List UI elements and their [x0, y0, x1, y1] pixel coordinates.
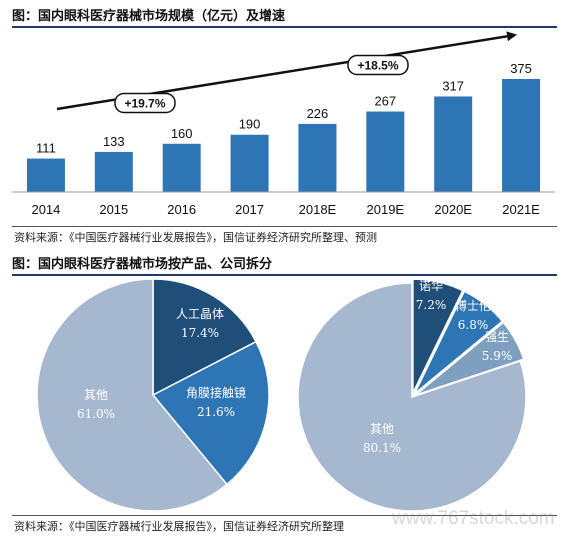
figure2-title: 图：国内眼科医疗器械市场按产品、公司拆分: [12, 257, 273, 272]
pie-slice-label: 强生: [485, 330, 509, 344]
pie-chart-products: 人工晶体 17.4% 角膜接触镜 21.6% 其他 61.0%: [36, 278, 270, 512]
figure1-source: 资料来源：《中国医疗器械行业发展报告》，国信证券经济研究所整理、预测: [14, 231, 377, 244]
bar-value-label: 160: [171, 126, 193, 141]
x-tick-label: 2020E: [434, 202, 472, 217]
figure1-bottom-rule: [12, 226, 557, 227]
pie-slice-1: [412, 278, 464, 394]
bar-value-label: 111: [36, 141, 56, 156]
pie-slice-1: [152, 278, 258, 397]
pie-slice-label: 其他: [84, 388, 108, 402]
pie-slice-percent: 7.2%: [416, 298, 447, 312]
bar-value-label: 190: [239, 117, 261, 132]
x-tick-label: 2014: [31, 202, 60, 217]
bar-value-label: 375: [510, 61, 532, 76]
figure1-title: 图：国内眼科医疗器械市场规模（亿元）及增速: [12, 9, 286, 24]
pie-slice-label: 人工晶体: [176, 307, 224, 321]
pie-slice-percent: 21.6%: [197, 405, 235, 419]
pie-slice-percent: 61.0%: [77, 407, 115, 421]
growth-rate-label: +19.7%: [124, 97, 165, 111]
pie-slice-label: 其他: [370, 422, 394, 436]
pie-slice-4: [297, 282, 527, 512]
x-tick-label: 2017: [235, 202, 264, 217]
bar-value-label: 133: [103, 134, 125, 149]
x-tick-label: 2019E: [367, 202, 405, 217]
growth-rate-badge: [114, 92, 176, 114]
pie-slice-percent: 5.9%: [482, 349, 513, 363]
bar-value-label: 226: [307, 106, 329, 121]
bar-2019E: [366, 111, 405, 192]
bar-2020E: [434, 96, 473, 192]
pie-slice-3: [36, 278, 228, 512]
pie-charts: 人工晶体 17.4% 角膜接触镜 21.6% 其他 61.0% 诺华 7.2% 博士伦 6.8%…: [36, 278, 527, 512]
pie-slice-label: 角膜接触镜: [186, 385, 246, 400]
bar-2021E: [502, 79, 541, 192]
bar-2014: [26, 158, 65, 192]
pie-slice-percent: 80.1%: [363, 441, 401, 455]
growth-rate-badge: [347, 54, 409, 76]
pie-slice-percent: 6.8%: [458, 318, 489, 332]
x-tick-label: 2015: [99, 202, 128, 217]
pie-slice-percent: 17.4%: [181, 326, 219, 340]
pie-slice-label: 诺华: [419, 279, 443, 293]
pie-slice-2: [413, 290, 504, 395]
watermark: www.767stock.com: [392, 508, 555, 529]
figure2-source: 资料来源：《中国医疗器械行业发展报告》，国信证券经济研究所整理: [14, 520, 344, 533]
pie-chart-companies: 诺华 7.2% 博士伦 6.8%强生 5.9% 其他 80.1%: [297, 278, 527, 512]
figure2-bottom-rule: [12, 515, 557, 516]
pie-slice-label: 博士伦: [455, 298, 491, 313]
pie-slice-2: [151, 340, 270, 486]
bar-value-label: 317: [442, 78, 464, 93]
bar-series: 111 2014 133 2015 160 2016 190 2017 226 2018E 267 2…: [26, 61, 541, 217]
bar-2016: [162, 143, 201, 192]
bar-2018E: [298, 123, 337, 192]
figure1-top-rule: [12, 26, 557, 28]
bar-2015: [94, 151, 133, 192]
growth-rate-label: +18.5%: [357, 59, 398, 73]
bar-2017: [230, 134, 269, 192]
bar-value-label: 267: [374, 94, 396, 109]
figure2-top-rule: [12, 274, 557, 276]
x-tick-label: 2016: [167, 202, 196, 217]
bar-chart: 111 2014 133 2015 160 2016 190 2017 226 2018E 267 2…: [12, 31, 555, 217]
pie-slice-3: [415, 321, 525, 396]
trend-arrow: +19.7% +18.5%: [56, 31, 517, 114]
x-tick-label: 2021E: [502, 202, 540, 217]
x-tick-label: 2018E: [299, 202, 337, 217]
